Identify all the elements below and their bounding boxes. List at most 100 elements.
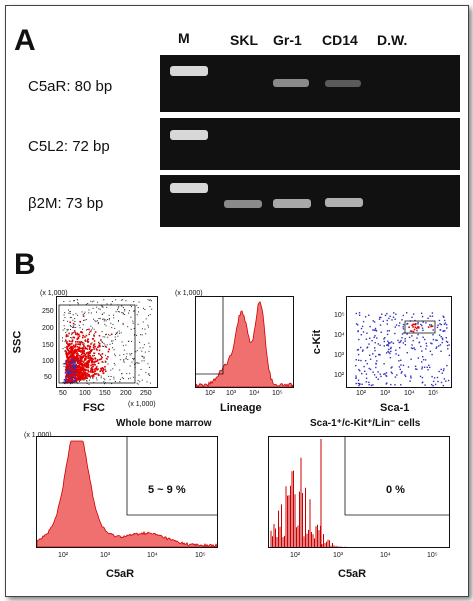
scatter2-dot-blue [388,330,390,332]
scatter1-dot-red [66,366,69,369]
scatter1-dot-red [74,374,76,377]
scatter1-dot-black [113,317,115,319]
scatter1-dot-black [101,305,103,307]
scatter2-dot-blue [406,323,408,325]
scatter1-dot-blue [67,366,69,369]
scatter1-dot-red [82,343,84,346]
scatter1-dot-red [81,352,84,355]
scatter1-dot-red [74,348,77,351]
scatter1-dot-red [71,352,73,354]
scatter1-xtick-2: 150 [99,390,111,397]
scatter1-dot-red [97,359,99,361]
scatter1-dot-red [67,343,69,346]
scatter1-dot-black [118,306,120,308]
scatter1-gate [58,304,136,384]
scatter1-dot-black [64,328,66,330]
scatter2-dot-blue [444,319,446,322]
scatter1-dot-red [71,351,73,353]
hist-left-y-unit: (x 1,000) [24,432,52,439]
scatter1-dot-red [72,336,75,339]
hist-right-svg [270,437,449,547]
scatter1-dot-red [73,351,75,354]
scatter2-dot-blue [372,353,374,355]
scatter2-dot-blue [446,327,448,329]
scatter1-dot-black [69,312,71,314]
scatter2-xtick-2: 10⁴ [404,390,415,397]
scatter2-dot-blue [403,332,405,334]
scatter1-dot-black [111,327,113,329]
scatter1-dot-red [110,333,113,336]
scatter1-dot-black [70,329,71,330]
scatter1-dot-blue [72,363,75,365]
scatter1-dot-black [112,340,114,342]
scatter2-dot-blue [440,336,442,338]
scatter2-dot-blue [436,376,439,379]
scatter1-dot-red [79,350,81,352]
scatter1-dot-red [65,380,68,382]
scatter1-dot-red [102,367,104,370]
scatter2-dot-blue [431,315,434,317]
scatter1-dot-black [96,306,98,308]
scatter1-dot-black [132,322,134,324]
scatter2-dot-blue [402,328,405,330]
scatter2-dot-blue [388,317,390,320]
scatter1-dot-red [81,349,84,351]
scatter1-dot-red [99,354,102,356]
scatter1-dot-black [90,325,92,327]
scatter1-dot-black [125,300,127,302]
scatter2-dot-blue [443,330,445,332]
scatter2-dot-blue [435,339,437,341]
scatter1-dot-black [102,306,104,308]
scatter1-dot-black [139,381,141,383]
scatter1-dot-red [81,336,84,339]
scatter1-y-unit: (x 1,000) [40,290,68,297]
scatter2-dot-blue [389,357,392,359]
scatter2-dot-blue [392,342,395,344]
scatter1-dot-black [106,344,108,346]
scatter1-dot-black [144,328,146,330]
scatter1-dot-red [68,351,70,353]
gel-row-label-c5l2: C5L2: 72 bp [28,138,110,155]
scatter1-dot-red [89,352,91,354]
scatter1-dot-black [143,307,144,309]
scatter2-dot-blue [355,359,357,361]
scatter1-dot-black [124,310,126,312]
scatter1-dot-black [121,312,123,314]
scatter2-dot-blue [442,384,445,387]
scatter1-dot-red [104,361,107,363]
scatter1-dot-black [111,342,113,344]
scatter1-dot-red [66,365,68,367]
scatter1-dot-black [105,334,106,336]
scatter1-dot-red [69,350,71,353]
scatter1-dot-black [118,311,120,313]
scatter2-dot-blue [387,340,389,342]
scatter2-dot-blue [375,329,377,331]
scatter2-dot-blue [417,321,419,324]
scatter1-dot-red [81,369,84,371]
band-c5ar-gr1 [273,79,309,87]
lineage-xtick-3: 10⁵ [272,390,283,397]
scatter1-dot-black [148,299,150,301]
scatter1-dot-black [86,380,88,382]
scatter1-dot-red [93,343,96,345]
scatter1-dot-blue [66,375,68,378]
scatter1-dot-red [89,345,91,348]
scatter2-dot-red [410,330,413,332]
scatter2-dot-blue [368,367,370,370]
scatter1-dot-red [72,360,75,363]
gel-b2m [160,175,460,227]
scatter1-dot-black [123,354,125,355]
scatter1-dot-red [86,373,89,375]
scatter2-dot-blue [357,330,359,332]
scatter1-dot-red [95,373,98,375]
scatter1-dot-red [77,365,80,368]
scatter1-dot-black [125,357,127,359]
scatter1-dot-black [103,346,105,347]
scatter2-dot-blue [372,384,374,386]
scatter1-dot-black [113,314,114,316]
scatter2-dot-blue [373,336,375,339]
scatter2-dot-blue [389,352,391,355]
scatter1-dot-black [115,333,116,335]
scatter1-dot-black [69,311,71,313]
scatter1-dot-red [78,335,81,337]
